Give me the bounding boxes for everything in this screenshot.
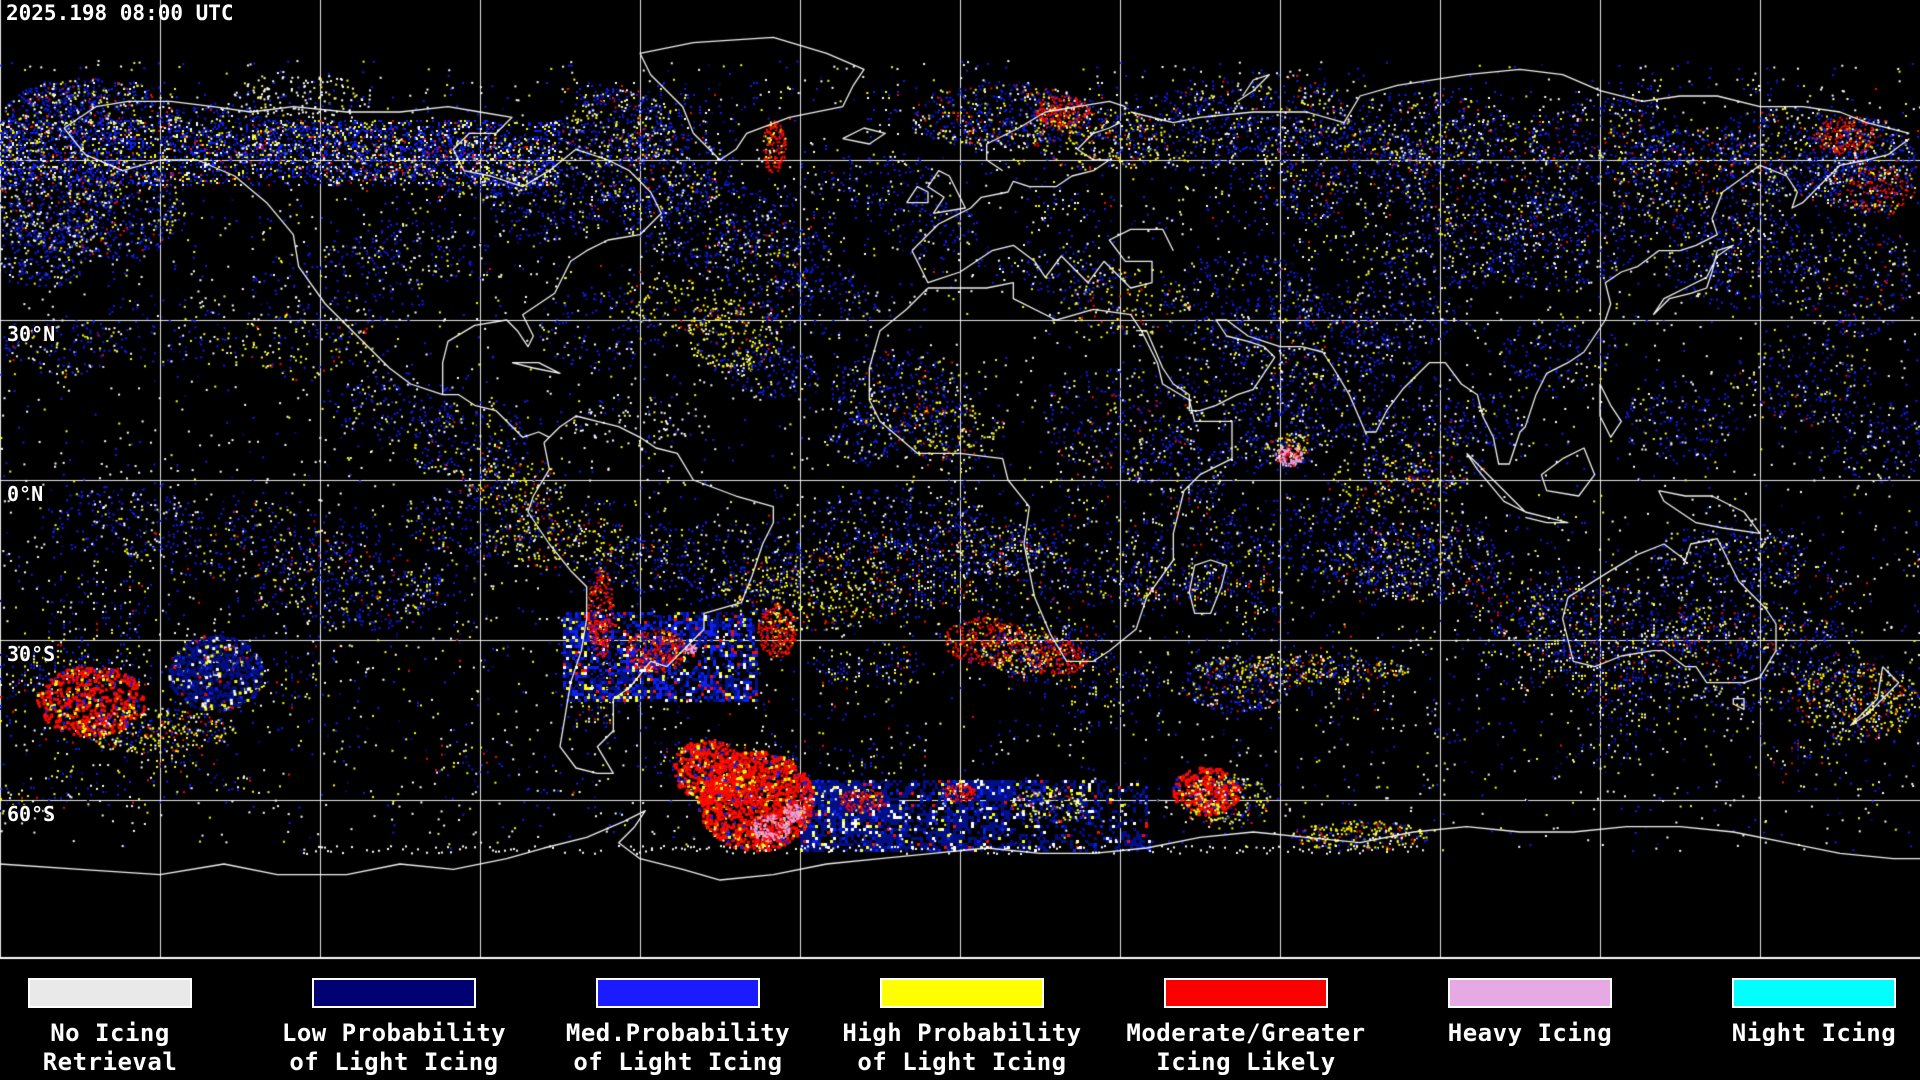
legend-label: of Light Icing [289, 1048, 499, 1076]
latitude-label-60s: 60°S [7, 802, 56, 826]
latitude-label-0n: 0°N [7, 482, 44, 506]
legend-label: of Light Icing [857, 1048, 1067, 1076]
legend-label: Icing Likely [1156, 1048, 1336, 1076]
legend-swatch-night-icing [1732, 978, 1896, 1008]
legend-label: Heavy Icing [1447, 1019, 1613, 1047]
legend-item-moderate-greater: Moderate/Greater Icing Likely [1096, 960, 1396, 1080]
legend-swatch-low-probability [312, 978, 476, 1008]
legend-swatch-high-probability [880, 978, 1044, 1008]
timestamp-label: 2025.198 08:00 UTC [6, 1, 234, 25]
legend-label: Moderate/Greater [1126, 1019, 1366, 1047]
legend-label: Retrieval [42, 1048, 178, 1076]
legend-swatch-med-probability [596, 978, 760, 1008]
latitude-label-30s: 30°S [7, 642, 56, 666]
legend-item-med-probability: Med.Probability of Light Icing [528, 960, 828, 1080]
legend-label: High Probability [842, 1019, 1082, 1047]
legend-label: No Icing [50, 1019, 170, 1047]
legend-item-no-icing: No Icing Retrieval [0, 960, 260, 1080]
legend: No Icing Retrieval Low Probability of Li… [0, 960, 1920, 1080]
legend-label: Night Icing [1731, 1019, 1897, 1047]
legend-label: Med.Probability [565, 1019, 791, 1047]
latitude-label-30n: 30°N [7, 322, 56, 346]
legend-swatch-no-icing [28, 978, 192, 1008]
legend-swatch-heavy-icing [1448, 978, 1612, 1008]
legend-item-high-probability: High Probability of Light Icing [812, 960, 1112, 1080]
legend-label: Low Probability [281, 1019, 507, 1047]
map-area: 2025.198 08:00 UTC 30°N 0°N 30°S 60°S [0, 0, 1920, 960]
legend-swatch-moderate-greater [1164, 978, 1328, 1008]
legend-item-night-icing: Night Icing [1664, 960, 1920, 1080]
legend-item-heavy-icing: Heavy Icing [1380, 960, 1680, 1080]
legend-item-low-probability: Low Probability of Light Icing [244, 960, 544, 1080]
legend-label: of Light Icing [573, 1048, 783, 1076]
icing-map-canvas [0, 0, 1920, 960]
